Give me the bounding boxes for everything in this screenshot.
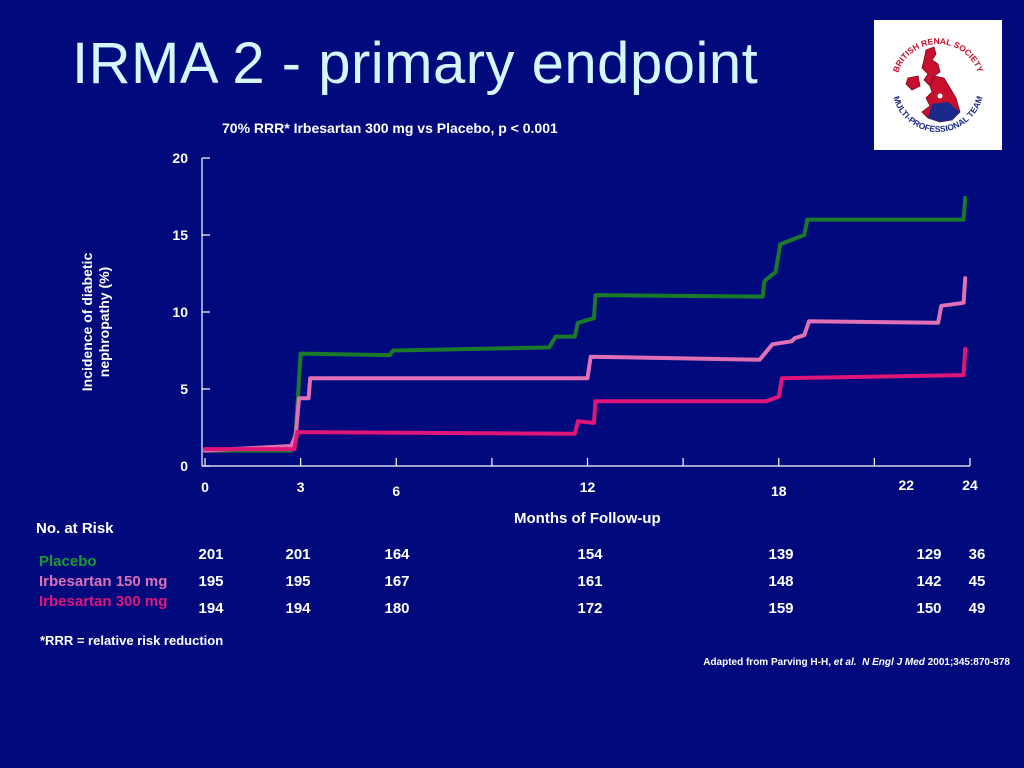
risk-count-cell: 49 [968,600,986,617]
risk-count-cell: 167 [384,573,410,590]
risk-count-cell: 195 [285,573,311,590]
chart-title: 70% RRR* Irbesartan 300 mg vs Placebo, p… [222,120,558,136]
risk-count-cell: 139 [768,546,794,563]
y-tick-label: 20 [172,150,188,166]
y-axis-label-line2: nephropathy (%) [96,266,112,378]
citation-suffix: 2001;345:870-878 [924,657,1010,668]
no-at-risk-title: No. at Risk [36,520,114,537]
series-line-2 [203,276,968,453]
risk-count-cell: 154 [577,546,603,563]
risk-count-cell: 148 [768,573,794,590]
y-tick-label: 10 [172,304,188,320]
risk-count-cell: 164 [384,546,410,563]
risk-count-cell: 180 [384,600,410,617]
y-axis-label-line1: Incidence of diabetic [79,252,95,392]
risk-count-cell: 159 [768,600,794,617]
y-axis-label: Incidence of diabetic nephropathy (%) [79,253,113,391]
risk-count-cell: 45 [968,573,986,590]
kaplan-meier-chart: 0 5 10 15 20 0 3 6 12 18 22 24 [172,150,978,499]
y-tick-label: 0 [180,458,188,474]
x-tick-label: 12 [580,479,596,495]
citation-etal: et al. [833,657,857,668]
x-axis-label: Months of Follow-up [514,510,661,527]
slide-title: IRMA 2 - primary endpoint [72,31,759,96]
x-tick-label: 6 [392,483,400,499]
risk-count-cell: 36 [968,546,986,563]
chart-series [203,196,968,453]
risk-count-cell: 201 [198,546,224,563]
risk-count-cell: 195 [198,573,224,590]
citation: Adapted from Parving H-H, et al. N Engl … [703,657,1010,668]
risk-count-cell: 129 [916,546,942,563]
series-line-1 [203,196,968,453]
chart-axes: 0 5 10 15 20 0 3 6 12 18 22 24 [172,150,978,499]
y-tick-label: 5 [180,381,188,397]
x-tick-label: 22 [898,477,914,493]
risk-label-placebo: Placebo [39,553,97,570]
logo-emblem-icon: BRITISH RENAL SOCIETY MULTI-PROFESSIONAL… [891,36,986,134]
series-line-3 [203,347,968,452]
british-renal-society-logo: BRITISH RENAL SOCIETY MULTI-PROFESSIONAL… [874,20,1002,150]
footnote: *RRR = relative risk reduction [40,633,224,648]
y-tick-label: 15 [172,227,188,243]
risk-count-cell: 194 [198,600,224,617]
risk-count-cell: 201 [285,546,311,563]
x-tick-label: 18 [771,483,787,499]
x-tick-label: 24 [962,477,978,493]
citation-prefix: Adapted from Parving H-H, [703,657,834,668]
risk-count-cell: 194 [285,600,311,617]
risk-count-cell: 161 [577,573,603,590]
risk-label-irbesartan-150: Irbesartan 150 mg [39,573,168,590]
risk-count-cell: 172 [577,600,603,617]
risk-count-cell: 150 [916,600,942,617]
risk-count-cell: 142 [916,573,942,590]
no-at-risk-row-labels: Placebo Irbesartan 150 mg Irbesartan 300… [39,552,167,612]
x-tick-label: 0 [201,479,209,495]
x-tick-label: 3 [297,479,305,495]
citation-journal: N Engl J Med [862,657,925,668]
risk-label-irbesartan-300: Irbesartan 300 mg [39,593,168,610]
